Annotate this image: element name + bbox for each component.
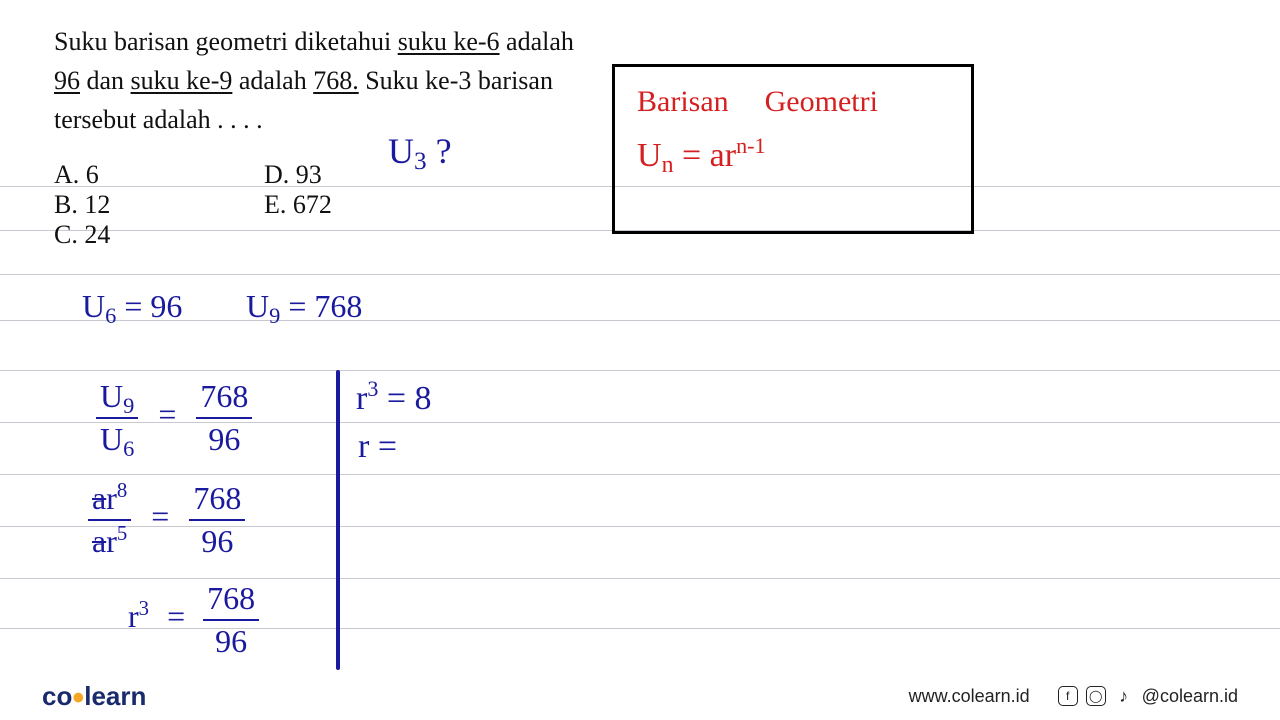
den: 96 <box>189 521 245 560</box>
num: 768 <box>203 580 259 621</box>
vertical-divider <box>336 370 340 670</box>
footer-right: www.colearn.id f ◯ ♪ @colearn.id <box>909 686 1238 707</box>
logo-co: co <box>42 681 72 711</box>
formula-box: Barisan Geometri Un = arn-1 <box>612 64 974 234</box>
social-icons: f ◯ ♪ @colearn.id <box>1058 686 1238 707</box>
annotation-u6: U6 = 96 <box>82 288 182 325</box>
q-text: adalah <box>500 27 574 56</box>
annotation-u3: U3 ? <box>388 130 452 172</box>
box-formula: Un = arn-1 <box>637 137 949 175</box>
option-e: E. 672 <box>264 190 424 220</box>
equals: = <box>167 598 185 634</box>
question-line-2: 96 dan suku ke-9 adalah 768. Suku ke-3 b… <box>54 61 574 100</box>
frac-ar8-ar5: ar8 ar5 <box>88 480 131 560</box>
work-row-3: r3 = 768 96 <box>128 580 259 660</box>
question-line-3: tersebut adalah . . . . <box>54 100 574 139</box>
box-title: Barisan Geometri <box>637 85 949 119</box>
frac-768-96: 768 96 <box>196 378 252 458</box>
equals: = <box>158 396 176 432</box>
logo-learn: learn <box>84 681 146 711</box>
q-underline: 768. <box>313 66 359 95</box>
footer-url: www.colearn.id <box>909 686 1030 707</box>
frac-u9-u6: U9 U6 <box>96 378 138 458</box>
answer-options: A. 6 D. 93 B. 12 E. 672 C. 24 <box>54 160 424 250</box>
work-right-1: r3 = 8 <box>356 380 432 418</box>
option-a: A. 6 <box>54 160 264 190</box>
work-right-2: r = <box>358 428 397 466</box>
footer: co•learn www.colearn.id f ◯ ♪ @colearn.i… <box>0 672 1280 720</box>
paper-line <box>0 578 1280 579</box>
frac-768-96-c: 768 96 <box>203 580 259 660</box>
option-row: B. 12 E. 672 <box>54 190 424 220</box>
question-line-1: Suku barisan geometri diketahui suku ke-… <box>54 22 574 61</box>
tiktok-icon: ♪ <box>1114 686 1134 706</box>
q-underline: suku ke-9 <box>131 66 233 95</box>
paper-line <box>0 370 1280 371</box>
den: 96 <box>203 621 259 660</box>
instagram-icon: ◯ <box>1086 686 1106 706</box>
paper-line <box>0 474 1280 475</box>
logo: co•learn <box>42 681 146 712</box>
facebook-icon: f <box>1058 686 1078 706</box>
q-text: Suku barisan geometri diketahui <box>54 27 398 56</box>
logo-dot-icon: • <box>72 679 84 717</box>
num: 768 <box>189 480 245 521</box>
option-row: A. 6 D. 93 <box>54 160 424 190</box>
q-text: adalah <box>232 66 313 95</box>
frac-768-96-b: 768 96 <box>189 480 245 560</box>
work-row-2: ar8 ar5 = 768 96 <box>88 480 245 560</box>
q-text: Suku ke-3 barisan <box>359 66 553 95</box>
q-underline: suku ke-6 <box>398 27 500 56</box>
option-row: C. 24 <box>54 220 424 250</box>
den: 96 <box>196 419 252 458</box>
social-handle: @colearn.id <box>1142 686 1238 707</box>
paper-line <box>0 320 1280 321</box>
paper-line <box>0 274 1280 275</box>
box-title-2: Geometri <box>765 85 878 119</box>
question-text: Suku barisan geometri diketahui suku ke-… <box>54 22 574 139</box>
work-row-1: U9 U6 = 768 96 <box>96 378 252 458</box>
num: 768 <box>196 378 252 419</box>
q-underline: 96 <box>54 66 80 95</box>
annotation-u9: U9 = 768 <box>246 288 362 325</box>
option-c: C. 24 <box>54 220 264 250</box>
q-text: dan <box>80 66 131 95</box>
box-title-1: Barisan <box>637 85 729 119</box>
option-b: B. 12 <box>54 190 264 220</box>
equals: = <box>151 498 169 534</box>
